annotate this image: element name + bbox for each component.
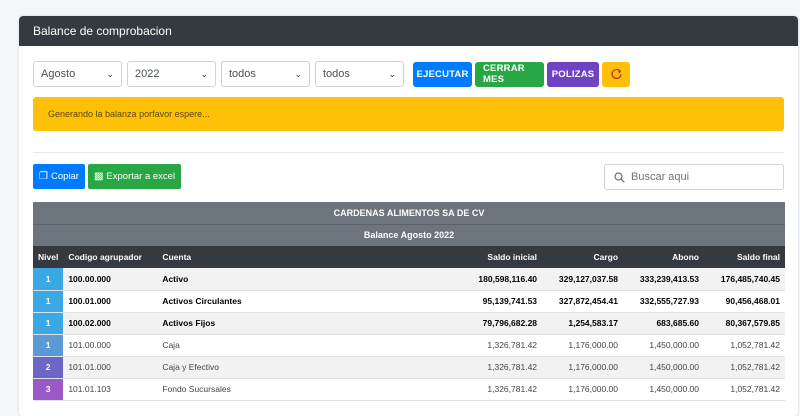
table-subtitle-row: Balance Agosto 2022	[33, 223, 785, 246]
filter-select-4[interactable]: todos ⌄	[315, 61, 404, 87]
cell-abono: 1,450,000.00	[623, 378, 704, 401]
cell-abono: 1,450,000.00	[623, 356, 704, 379]
table-row[interactable]: 1 100.00.000 Activo 180,598,116.40 329,127,0…	[33, 268, 785, 291]
copy-label: Copiar	[50, 171, 79, 182]
cell-cargo: 1,176,000.00	[542, 334, 624, 357]
cell-codigo: 100.01.000	[63, 290, 158, 313]
cell-cuenta: Activos Circulantes	[157, 290, 348, 313]
table-body: 1 100.00.000 Activo 180,598,116.40 329,127,0…	[33, 268, 785, 401]
table-row[interactable]: 2 101.01.000 Caja y Efectivo 1,326,781.42 1,…	[33, 356, 785, 379]
level-badge: 1	[33, 290, 64, 313]
export-label: Exportar a excel	[106, 171, 176, 182]
table-header-row: Nivel Codigo agrupador Cuenta Saldo inic…	[33, 246, 785, 268]
chevron-down-icon: ⌄	[294, 68, 302, 79]
file-excel-icon: ▩	[93, 171, 104, 182]
filter-select-3[interactable]: todos ⌄	[221, 61, 310, 87]
export-excel-button[interactable]: ▩ Exportar a excel	[87, 164, 182, 189]
company-name: CARDENAS ALIMENTOS SA DE CV	[33, 202, 785, 224]
filter-bar: Agosto ⌄ 2022 ⌄ todos ⌄ todos ⌄ EJECUTAR…	[33, 61, 633, 87]
search-input[interactable]: Buscar aqui	[604, 164, 784, 190]
balance-card: Balance de comprobacion Agosto ⌄ 2022 ⌄ …	[19, 16, 798, 416]
cell-saldo-inicial: 1,326,781.42	[347, 378, 543, 401]
cell-codigo: 100.00.000	[63, 268, 158, 291]
cell-cuenta: Caja y Efectivo	[157, 356, 348, 379]
divider	[33, 152, 784, 153]
cell-cuenta: Caja	[157, 334, 348, 357]
cell-cargo: 1,254,583.17	[542, 312, 624, 335]
cell-cargo: 1,176,000.00	[542, 378, 624, 401]
year-select[interactable]: 2022 ⌄	[127, 61, 216, 87]
cell-codigo: 101.00.000	[63, 334, 158, 357]
cell-saldo-final: 1,052,781.42	[704, 378, 785, 401]
run-button[interactable]: EJECUTAR	[413, 61, 472, 87]
cell-saldo-final: 176,485,740.45	[704, 268, 785, 291]
cell-saldo-final: 1,052,781.42	[704, 334, 785, 357]
column-header[interactable]: Cuenta	[157, 246, 348, 268]
cell-cuenta: Activos Fijos	[157, 312, 348, 335]
card-header: Balance de comprobacion	[19, 16, 798, 46]
close-month-button[interactable]: CERRAR MES	[475, 61, 544, 87]
policies-button[interactable]: POLIZAS	[547, 61, 599, 87]
cell-cargo: 329,127,037.58	[542, 268, 624, 291]
column-header[interactable]: Abono	[623, 246, 704, 268]
level-badge: 1	[33, 334, 64, 357]
table-title-row: CARDENAS ALIMENTOS SA DE CV	[33, 202, 785, 224]
level-badge: 3	[33, 378, 64, 401]
cell-saldo-inicial: 180,598,116.40	[347, 268, 543, 291]
table-row[interactable]: 1 100.02.000 Activos Fijos 79,796,682.28 1,2…	[33, 312, 785, 335]
level-badge: 1	[33, 312, 64, 335]
cell-saldo-inicial: 95,139,741.53	[347, 290, 543, 313]
cell-cuenta: Activo	[157, 268, 348, 291]
cell-cargo: 1,176,000.00	[542, 356, 624, 379]
page-title: Balance de comprobacion	[33, 24, 172, 38]
chevron-down-icon: ⌄	[200, 68, 208, 79]
search-placeholder: Buscar aqui	[631, 171, 690, 183]
cell-codigo: 101.01.000	[63, 356, 158, 379]
table-row[interactable]: 1 101.00.000 Caja 1,326,781.42 1,176,000.00 1…	[33, 334, 785, 357]
cell-cargo: 327,872,454.41	[542, 290, 624, 313]
loading-alert: Generando la balanza porfavor espere...	[33, 97, 784, 131]
column-header[interactable]: Saldo final	[704, 246, 785, 268]
month-select-value: Agosto	[41, 68, 76, 80]
cell-codigo: 100.02.000	[63, 312, 158, 335]
cell-abono: 332,555,727.93	[623, 290, 704, 313]
table-row[interactable]: 3 101.01.103 Fondo Sucursales 1,326,781.42 1…	[33, 378, 785, 401]
balance-table: CARDENAS ALIMENTOS SA DE CV Balance Agos…	[33, 202, 785, 401]
cell-saldo-final: 80,367,579.85	[704, 312, 785, 335]
table-row[interactable]: 1 100.01.000 Activos Circulantes 95,139,741…	[33, 290, 785, 313]
cell-saldo-inicial: 79,796,682.28	[347, 312, 543, 335]
cell-cuenta: Fondo Sucursales	[157, 378, 348, 401]
year-select-value: 2022	[135, 68, 160, 80]
table-actions: ❐ Copiar ▩ Exportar a excel	[33, 164, 184, 189]
cell-saldo-inicial: 1,326,781.42	[347, 356, 543, 379]
chevron-down-icon: ⌄	[388, 68, 396, 79]
cell-codigo: 101.01.103	[63, 378, 158, 401]
refresh-icon	[610, 68, 622, 79]
copy-button[interactable]: ❐ Copiar	[33, 164, 85, 189]
cell-saldo-inicial: 1,326,781.42	[347, 334, 543, 357]
filter-select-3-value: todos	[229, 68, 256, 80]
month-select[interactable]: Agosto ⌄	[33, 61, 122, 87]
column-header[interactable]: Codigo agrupador	[63, 246, 158, 268]
level-badge: 2	[33, 356, 64, 379]
filter-select-4-value: todos	[323, 68, 350, 80]
cell-abono: 1,450,000.00	[623, 334, 704, 357]
level-badge: 1	[33, 268, 64, 291]
chevron-down-icon: ⌄	[106, 68, 114, 79]
cell-saldo-final: 1,052,781.42	[704, 356, 785, 379]
copy-icon: ❐	[39, 171, 48, 182]
cell-abono: 333,239,413.53	[623, 268, 704, 291]
column-header[interactable]: Saldo inicial	[347, 246, 543, 268]
search-icon	[614, 171, 625, 183]
column-header[interactable]: Cargo	[542, 246, 624, 268]
cell-abono: 683,685.60	[623, 312, 704, 335]
refresh-button[interactable]	[602, 61, 630, 87]
cell-saldo-final: 90,456,468.01	[704, 290, 785, 313]
balance-period: Balance Agosto 2022	[33, 223, 785, 246]
column-header[interactable]: Nivel	[33, 246, 64, 268]
